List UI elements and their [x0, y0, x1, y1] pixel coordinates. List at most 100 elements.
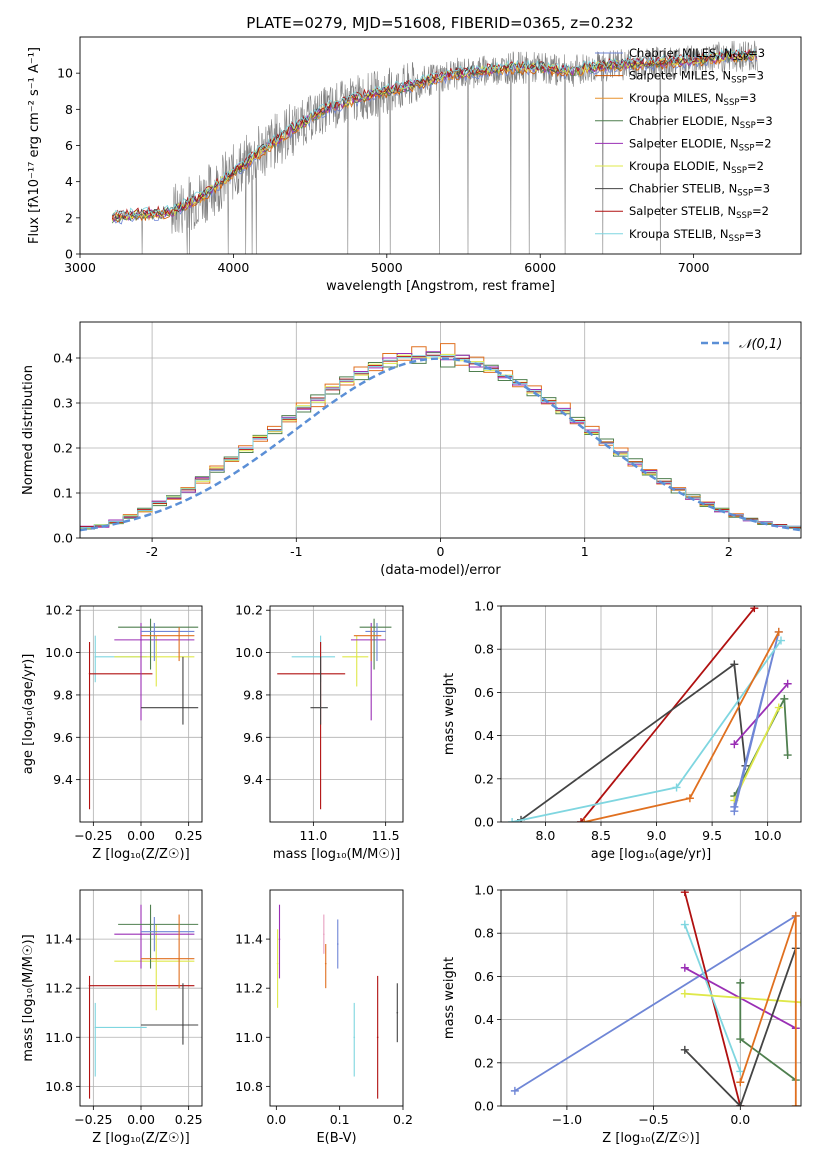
data-point: [88, 984, 91, 987]
legend-entry: Kroupa STELIB, NSSP=3: [629, 227, 761, 244]
plus-marker: [580, 818, 589, 822]
data-point: [396, 1011, 399, 1014]
residual-histogram-panel: -2 -1 0 1 2 0.0 0.1 0.2 0.3 0.4 (data-model)/error…: [21, 321, 802, 578]
x-axis-label: Z [log₁₀(Z/Z☉)]: [92, 1131, 189, 1146]
y-tick-label: 4: [65, 174, 73, 189]
y-axis-label: age [log₁₀(age/yr)]: [21, 654, 36, 775]
legend-count: =3: [756, 114, 773, 128]
axes-frame: [79, 321, 802, 539]
data-point: [149, 923, 152, 926]
y-tick-label: 10.8: [235, 1079, 263, 1094]
legend-count: =3: [744, 227, 761, 241]
legend-subscript: SSP: [736, 211, 752, 221]
y-tick-label: 11.0: [235, 1030, 263, 1045]
legend-label: Kroupa STELIB, N: [629, 227, 729, 241]
y-axis-label: mass weight: [442, 957, 457, 1039]
data-point: [155, 960, 158, 962]
x-tick-label: 8.0: [535, 828, 555, 843]
x-tick-label: −0.25: [74, 1112, 112, 1127]
x-tick-label: 3000: [64, 260, 96, 275]
plus-marker: [780, 694, 789, 703]
x-axis-label: mass [log₁₀(M/M☉)]: [273, 847, 400, 862]
mass-vs-metallicity-panel: −0.25 0.00 0.25 10.8 11.0 11.2 11.4 Z [log₁₀(Z/…: [21, 889, 203, 1146]
y-tick-label: 6: [65, 138, 73, 153]
y-tick-label: 0.0: [474, 815, 494, 830]
figure-title: PLATE=0279, MJD=51608, FIBERID=0365, z=0…: [246, 14, 633, 32]
plot-area: [510, 890, 801, 1106]
plus-marker: [730, 802, 739, 811]
x-tick-label: 2: [725, 544, 733, 559]
plus-marker: [736, 1078, 745, 1087]
y-tick-label: 11.4: [45, 932, 73, 947]
data-point: [376, 1036, 379, 1039]
y-tick-label: 0: [65, 247, 73, 262]
plus-marker: [783, 679, 792, 688]
plus-marker: [577, 818, 585, 822]
x-axis-label: Z [log₁₀(Z/Z☉)]: [92, 847, 189, 862]
y-tick-label: 1.0: [474, 599, 494, 614]
legend-count: =2: [747, 159, 764, 173]
x-tick-label: 0.0: [266, 1112, 286, 1127]
legend-entry: Chabrier ELODIE, NSSP=3: [629, 114, 773, 131]
y-tick-label: 10.2: [45, 603, 73, 618]
spectrum-panel: 3000 4000 5000 6000 7000 0 2 4 6 8 10 wavelength [A…: [27, 36, 802, 294]
x-tick-label: 0.25: [175, 1112, 203, 1127]
y-tick-label: 0.2: [474, 771, 494, 786]
weight-line-2: [683, 924, 742, 1072]
x-tick-label: 0.25: [175, 828, 203, 843]
x-axis-label: (data-model)/error: [380, 563, 501, 578]
x-tick-label: 4000: [217, 260, 249, 275]
y-tick-label: 0.8: [474, 642, 494, 657]
plus-marker: [736, 1102, 745, 1106]
legend-subscript: SSP: [731, 166, 747, 176]
age-vs-metallicity-panel: −0.25 0.00 0.25 9.4 9.6 9.8 10.0 10.2 Z [log₁₀(Z…: [21, 603, 203, 862]
plot-area: [508, 606, 792, 822]
plot-area: [88, 618, 199, 810]
x-tick-label: 8.5: [591, 828, 611, 843]
data-point: [324, 962, 327, 965]
legend-count: =2: [752, 204, 769, 218]
axes-frame: [500, 605, 802, 823]
data-point: [370, 634, 372, 637]
plus-marker: [777, 636, 785, 645]
y-tick-label: 9.4: [53, 772, 73, 787]
plot-area: [88, 904, 199, 1099]
y-tick-label: 2: [65, 210, 73, 225]
legend-entry: Kroupa ELODIE, NSSP=2: [629, 159, 764, 176]
legend-entry: Chabrier STELIB, NSSP=3: [629, 182, 770, 199]
data-point: [376, 630, 378, 633]
y-tick-label: 10.0: [235, 645, 263, 660]
data-point: [140, 639, 142, 641]
data-point: [88, 672, 91, 675]
legend-subscript: SSP: [731, 76, 747, 86]
x-tick-label: 9.0: [647, 828, 667, 843]
x-axis-label: wavelength [Angstrom, rest frame]: [326, 279, 555, 294]
plus-marker: [774, 627, 783, 636]
x-tick-label: −0.5: [638, 1112, 668, 1127]
data-point: [155, 656, 158, 658]
data-point: [153, 630, 156, 633]
x-axis-label: Z [log₁₀(Z/Z☉)]: [602, 1131, 699, 1146]
y-axis-label: mass weight: [442, 673, 457, 755]
y-axis-label: Flux [fλ10⁻¹⁷ erg cm⁻² s⁻¹ A⁻¹]: [27, 47, 42, 244]
data-point: [149, 626, 152, 628]
data-point: [323, 933, 325, 935]
x-tick-label: 0.00: [127, 1112, 155, 1127]
weight-vs-metallicity-panel: −1.0 −0.5 0.0 0.0 0.2 0.4 0.6 0.8 1.0 Z [log₁₀(Z/…: [442, 883, 802, 1146]
x-tick-label: 5000: [371, 260, 403, 275]
legend-label: Chabrier STELIB, N: [629, 182, 737, 196]
legend-subscript: SSP: [732, 53, 748, 63]
legend-label: Kroupa MILES, N: [629, 91, 724, 105]
x-tick-label: 0.1: [330, 1112, 350, 1127]
plus-marker: [680, 890, 689, 897]
plot-area: [277, 618, 392, 810]
data-point: [276, 962, 279, 965]
data-point: [178, 957, 180, 960]
plus-marker: [797, 998, 801, 1007]
plus-marker: [750, 606, 759, 613]
legend-label: 𝒩(0,1): [739, 337, 782, 352]
legend-label: Chabrier MILES, N: [629, 46, 732, 60]
plot-area: [276, 904, 399, 1099]
weight-vs-age-panel: 8.0 8.5 9.0 9.5 10.0 0.0 0.2 0.4 0.6 0.8 1.0 age [l…: [442, 599, 802, 862]
